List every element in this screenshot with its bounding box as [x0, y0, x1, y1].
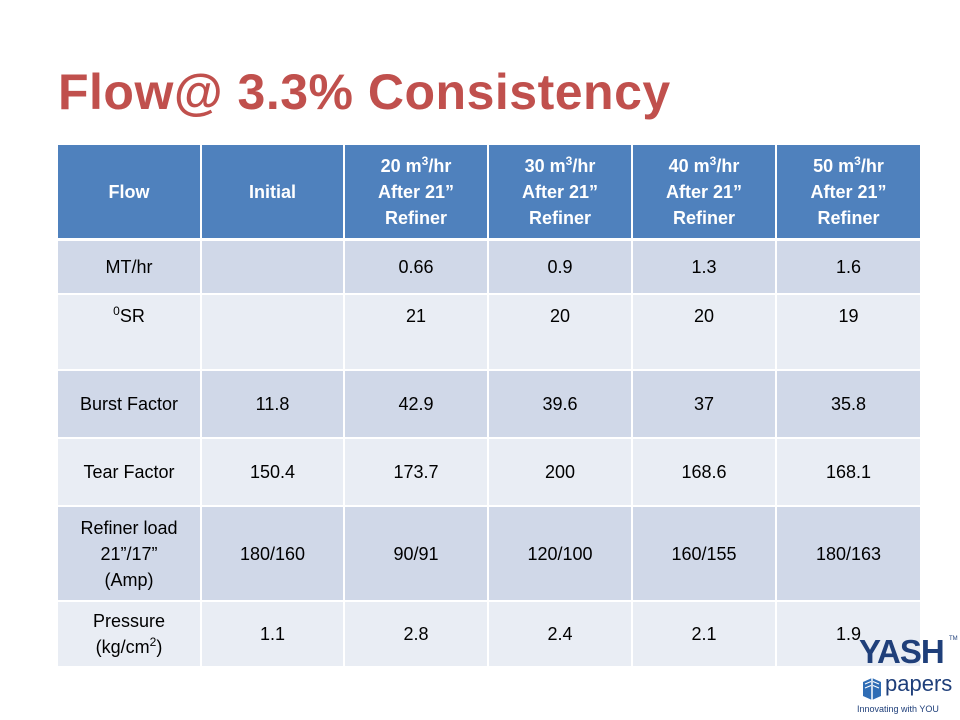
header-initial: Initial: [201, 145, 345, 241]
logo-trademark: TM: [949, 636, 958, 642]
table-cell: [201, 239, 345, 295]
table-cell: 120/100: [488, 506, 633, 602]
table-cell: 1.9: [776, 601, 920, 668]
table-cell: 20: [488, 294, 633, 371]
table-cell: 180/160: [201, 506, 345, 602]
table-cell: 0.9: [488, 239, 633, 295]
table-cell: 173.7: [344, 438, 489, 507]
row-label: Pressure (kg/cm2): [58, 601, 202, 668]
table-cell: [201, 294, 345, 371]
table-row-pressure: Pressure (kg/cm2) 1.1 2.8 2.4 2.1 1.9: [58, 601, 920, 668]
table-cell: 90/91: [344, 506, 489, 602]
table-cell: 1.3: [632, 239, 777, 295]
yash-papers-logo: YASH TM papers Innovating with YOU: [855, 632, 958, 720]
table-row-sr: 0SR 21 20 20 19: [58, 294, 920, 371]
table-cell: 168.1: [776, 438, 920, 507]
table-row-burst-factor: Burst Factor 11.8 42.9 39.6 37 35.8: [58, 370, 920, 439]
header-50m3: 50 m3/hr After 21” Refiner: [776, 145, 920, 241]
table-cell: 35.8: [776, 370, 920, 439]
table-cell: 42.9: [344, 370, 489, 439]
slide-title: Flow@ 3.3% Consistency: [58, 64, 671, 120]
table-cell: 37: [632, 370, 777, 439]
row-label: 0SR: [58, 294, 202, 371]
header-flow: Flow: [58, 145, 202, 241]
logo-tagline: Innovating with YOU: [857, 704, 939, 714]
table-cell: 1.6: [776, 239, 920, 295]
table-cell: 2.8: [344, 601, 489, 668]
table-cell: 19: [776, 294, 920, 371]
logo-brand: YASH: [859, 633, 945, 670]
header-20m3: 20 m3/hr After 21” Refiner: [344, 145, 489, 241]
book-icon: [861, 674, 883, 700]
row-label: Refiner load 21”/17” (Amp): [58, 506, 202, 602]
table-cell: 11.8: [201, 370, 345, 439]
header-30m3: 30 m3/hr After 21” Refiner: [488, 145, 633, 241]
row-label: Burst Factor: [58, 370, 202, 439]
table-cell: 180/163: [776, 506, 920, 602]
table-cell: 0.66: [344, 239, 489, 295]
table-cell: 150.4: [201, 438, 345, 507]
table-row-tear-factor: Tear Factor 150.4 173.7 200 168.6 168.1: [58, 438, 920, 507]
table-cell: 160/155: [632, 506, 777, 602]
table-cell: 1.1: [201, 601, 345, 668]
table-cell: 21: [344, 294, 489, 371]
row-label: MT/hr: [58, 239, 202, 295]
logo-product: papers: [885, 671, 953, 696]
table-cell: 168.6: [632, 438, 777, 507]
table-header-row: Flow Initial 20 m3/hr After 21” Refiner …: [58, 145, 920, 241]
table-cell: 200: [488, 438, 633, 507]
table-cell: 2.1: [632, 601, 777, 668]
header-40m3: 40 m3/hr After 21” Refiner: [632, 145, 777, 241]
table-cell: 2.4: [488, 601, 633, 668]
table-row-mt-hr: MT/hr 0.66 0.9 1.3 1.6: [58, 239, 920, 295]
table-cell: 39.6: [488, 370, 633, 439]
flow-table: Flow Initial 20 m3/hr After 21” Refiner …: [58, 145, 920, 668]
row-label: Tear Factor: [58, 438, 202, 507]
table-cell: 20: [632, 294, 777, 371]
table-row-refiner-load: Refiner load 21”/17” (Amp) 180/160 90/91…: [58, 506, 920, 602]
